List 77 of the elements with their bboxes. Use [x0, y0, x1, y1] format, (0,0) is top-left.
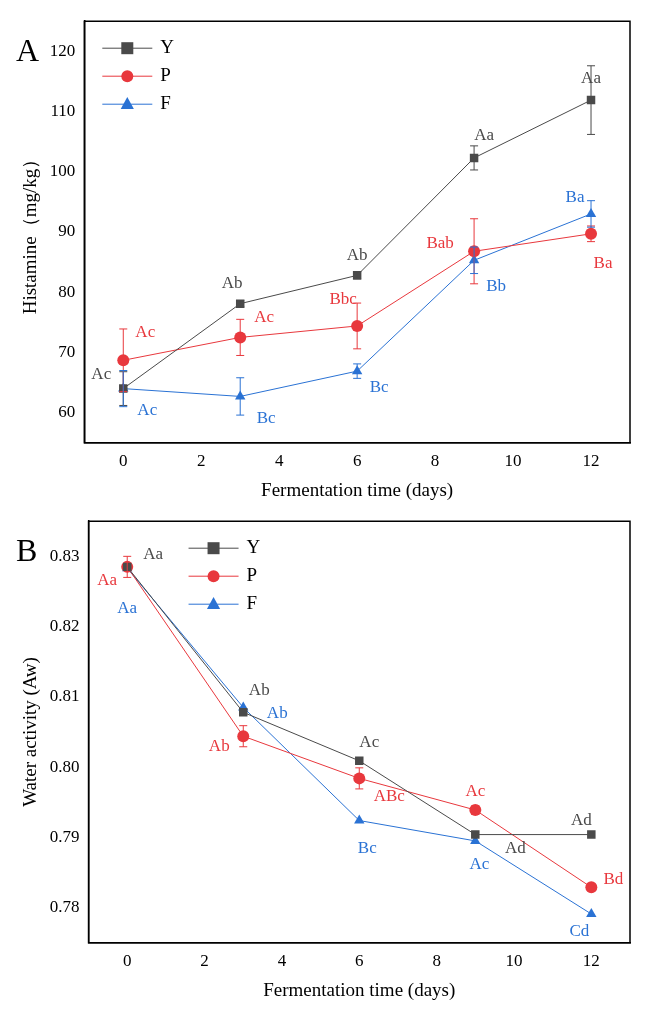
data-label: Ac — [359, 732, 380, 752]
data-label: Ac — [137, 400, 158, 420]
data-label: Ac — [465, 781, 486, 801]
point — [585, 881, 598, 894]
data-label: Ba — [593, 253, 613, 273]
chart-title: B — [16, 532, 38, 569]
y-tick-label: 0.83 — [49, 545, 80, 565]
x-tick-label: 12 — [582, 951, 600, 971]
data-label: Aa — [117, 597, 138, 617]
data-label: Ab — [248, 679, 270, 699]
x-tick-label: 2 — [196, 451, 206, 471]
x-tick-label: 0 — [122, 951, 132, 971]
y-tick-label: 0.79 — [49, 826, 80, 846]
data-label: Bb — [486, 275, 507, 295]
y-tick-label: 110 — [50, 101, 76, 121]
point — [586, 907, 597, 917]
legend-label: Y — [160, 36, 175, 58]
data-label: Ac — [91, 364, 112, 384]
data-label: Ad — [570, 810, 593, 830]
x-axis-title: Fermentation time (days) — [263, 978, 456, 1001]
y-tick-label: 0.82 — [49, 616, 80, 636]
x-tick-label: 10 — [505, 951, 523, 971]
data-label: Ab — [346, 244, 368, 264]
x-tick-label: 4 — [274, 451, 284, 471]
y-tick-label: 0.80 — [49, 756, 80, 776]
y-tick-label: 70 — [58, 341, 76, 361]
point — [471, 830, 480, 839]
y-tick-label: 120 — [49, 40, 76, 60]
data-label: Ac — [254, 306, 275, 326]
x-tick-label: 6 — [355, 951, 364, 971]
y-axis-title: Water activity (Aw) — [19, 657, 42, 807]
point — [239, 708, 248, 717]
point — [587, 830, 596, 839]
legend-label: F — [160, 92, 171, 114]
point — [354, 814, 365, 824]
data-label: Cd — [569, 921, 590, 941]
data-label: Ab — [208, 735, 230, 755]
data-label: Bbc — [329, 289, 358, 309]
chart-title: A — [16, 32, 40, 69]
data-label: Bc — [357, 838, 378, 857]
point — [351, 319, 364, 332]
y-tick-label: 100 — [49, 161, 76, 181]
legend-label: Y — [246, 536, 261, 558]
data-label: ABc — [373, 785, 406, 805]
data-label: Ab — [266, 702, 288, 722]
y-tick-label: 60 — [58, 402, 76, 422]
data-label: Aa — [143, 544, 164, 564]
y-tick-label: 0.81 — [49, 686, 80, 706]
y-tick-label: 80 — [58, 281, 76, 301]
data-label: Aa — [581, 67, 602, 87]
legend-label: F — [246, 592, 258, 614]
legend-label: P — [160, 64, 171, 86]
x-tick-label: 12 — [582, 451, 600, 471]
point — [355, 756, 364, 766]
x-tick-label: 0 — [119, 451, 128, 471]
y-tick-label: 90 — [58, 221, 76, 241]
data-label: Bc — [256, 407, 277, 427]
x-tick-label: 2 — [200, 951, 209, 971]
y-axis-title: Histamine（mg/kg） — [19, 149, 41, 315]
data-label: Bc — [369, 376, 390, 396]
x-tick-label: 4 — [277, 951, 287, 971]
data-label: Bd — [603, 868, 624, 888]
data-label: Aa — [97, 570, 118, 590]
data-label: Aa — [474, 125, 495, 145]
y-tick-label: 0.78 — [49, 897, 80, 917]
data-label: Bab — [426, 232, 454, 252]
x-tick-label: 10 — [504, 451, 522, 471]
legend-label: P — [246, 564, 258, 586]
data-label: Ac — [135, 321, 156, 341]
x-tick-label: 8 — [432, 951, 441, 971]
x-tick-label: 8 — [430, 451, 440, 471]
data-label: Ad — [504, 838, 527, 858]
x-tick-label: 6 — [352, 451, 362, 471]
data-label: Ba — [565, 187, 585, 207]
data-label: Ac — [469, 854, 490, 874]
x-axis-title: Fermentation time (days) — [261, 478, 454, 501]
data-label: Ab — [221, 273, 243, 293]
